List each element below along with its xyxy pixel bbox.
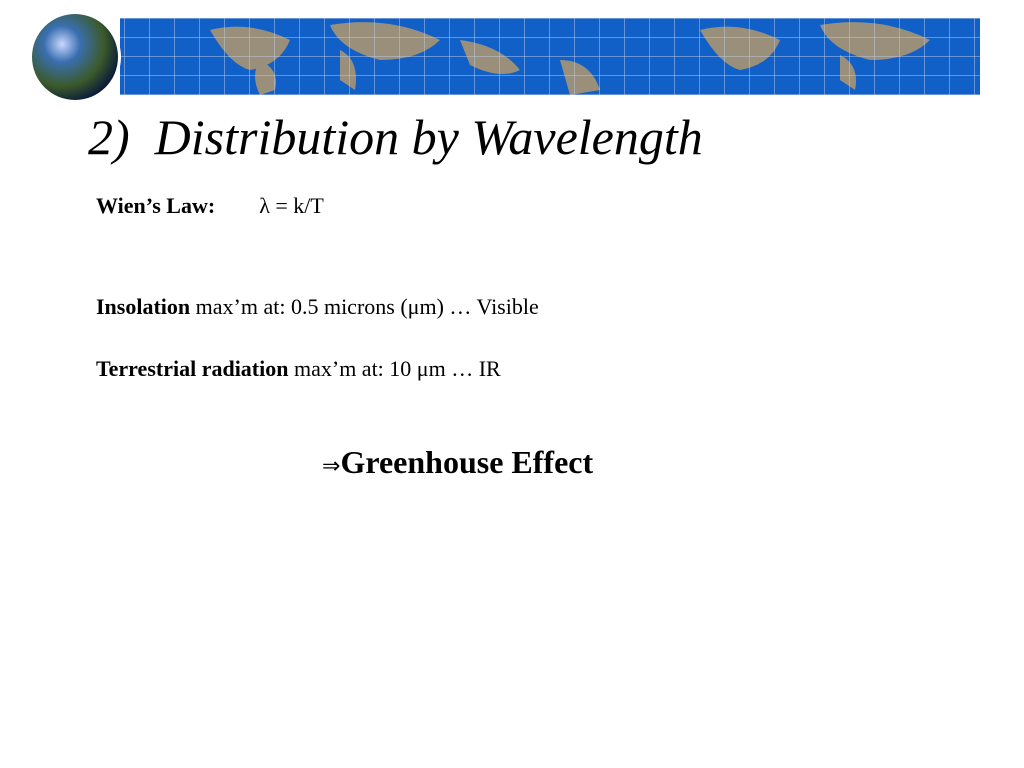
label: Terrestrial radiation xyxy=(96,356,289,381)
arrow: ⇒ xyxy=(322,453,341,478)
text-line: Terrestrial radiation max’m at: 10 μm … … xyxy=(96,356,501,382)
text-line: Wien’s Law: λ = k/T xyxy=(96,193,324,219)
conclusion-text: Greenhouse Effect xyxy=(340,444,594,480)
label: Wien’s Law: xyxy=(96,193,216,218)
text: max’m at: 10 μm … IR xyxy=(288,356,501,381)
slide-title: 2) Distribution by Wavelength xyxy=(88,109,703,165)
conclusion: ⇒Greenhouse Effect xyxy=(322,444,593,481)
text: max’m at: 0.5 microns (μm) … Visible xyxy=(190,294,539,319)
text: λ = k/T xyxy=(259,193,324,218)
label: Insolation xyxy=(96,294,191,319)
header-banner xyxy=(29,11,980,103)
text-line: Insolation max’m at: 0.5 microns (μm) … … xyxy=(96,294,539,320)
